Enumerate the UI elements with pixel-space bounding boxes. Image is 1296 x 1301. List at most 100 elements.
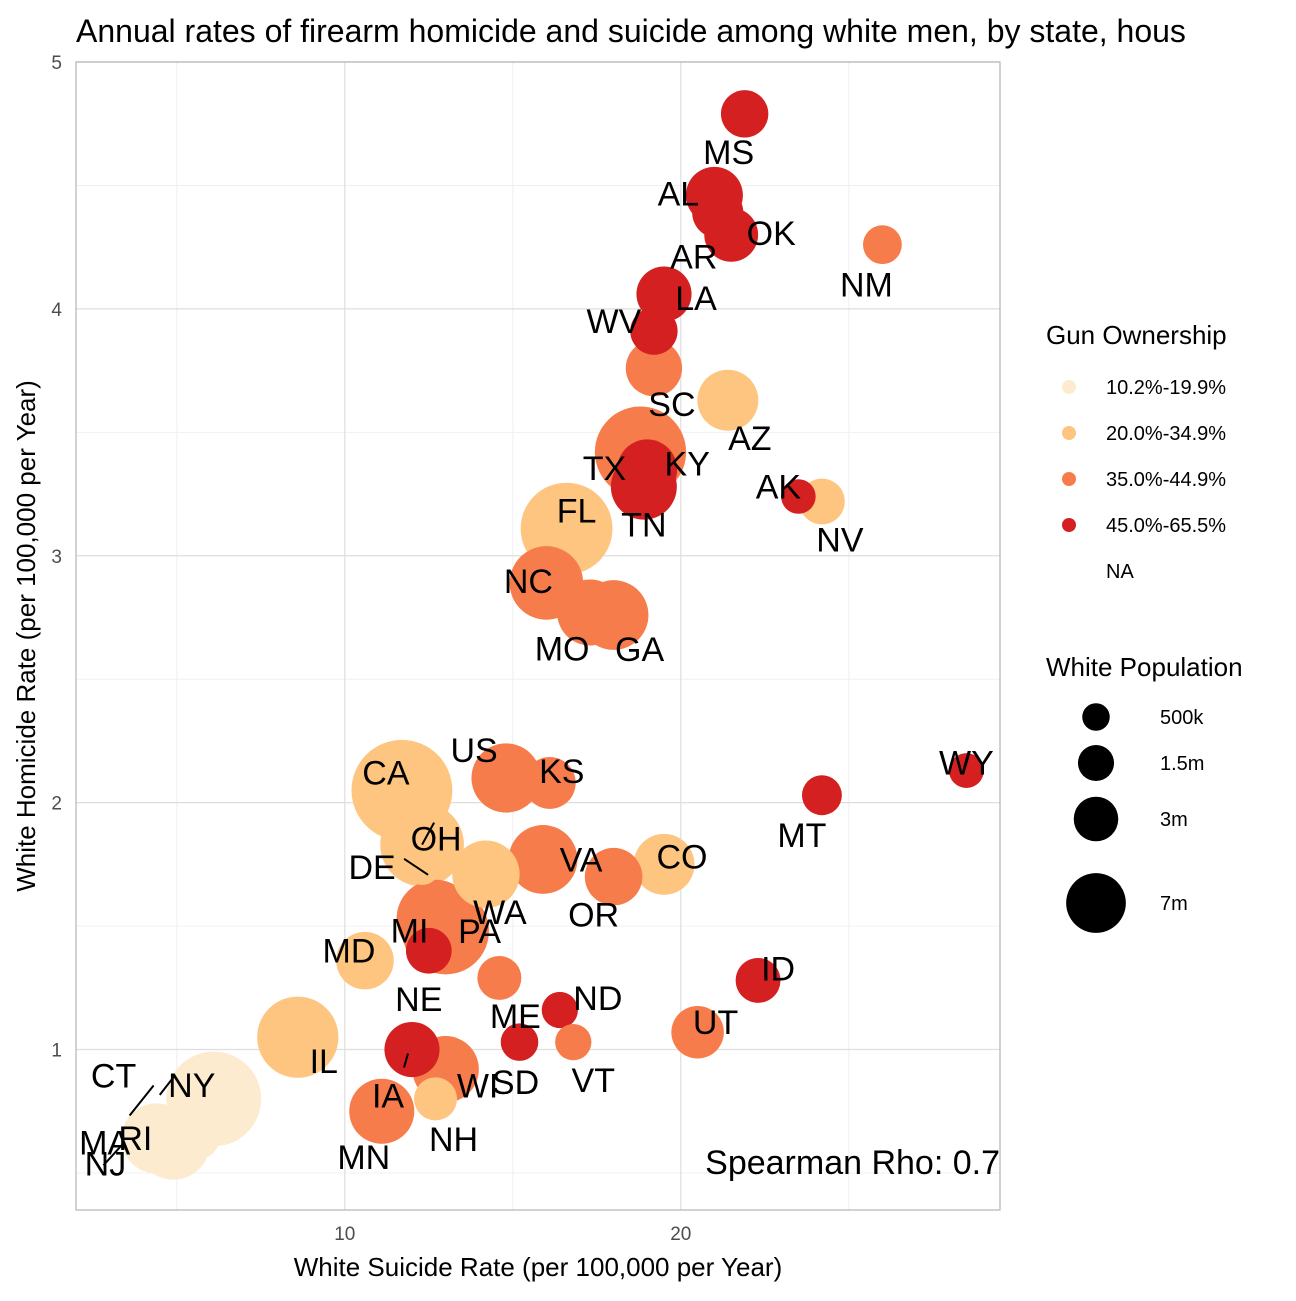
legend-size-label: 7m [1160, 893, 1188, 915]
point-sc [625, 339, 683, 397]
legend-color-key [1062, 518, 1076, 532]
point-label-us: US [450, 732, 497, 770]
point-label-ak: AK [756, 469, 802, 507]
point-label-wv: WV [587, 303, 642, 341]
x-tick-label: 10 [334, 1224, 355, 1245]
point-label-pa: PA [458, 913, 501, 951]
point-label-vt: VT [572, 1062, 615, 1100]
x-axis-title: White Suicide Rate (per 100,000 per Year… [294, 1252, 783, 1282]
leader-line-oh [421, 822, 435, 846]
point-us [471, 743, 541, 813]
point-ri [143, 1120, 184, 1161]
point-nm [863, 225, 902, 265]
point-il [257, 996, 339, 1078]
point-label-ma: MA [79, 1124, 130, 1162]
point-ne [405, 927, 452, 974]
legend-color-title: Gun Ownership [1046, 320, 1227, 350]
legend-color-key [1062, 472, 1076, 486]
legend-color-label: 20.0%-34.9% [1106, 423, 1226, 445]
point-oh [380, 802, 464, 887]
point-mn [349, 1078, 415, 1144]
point-ks [523, 756, 576, 809]
chart-title: Annual rates of firearm homicide and sui… [76, 13, 1186, 49]
point-or [584, 847, 643, 906]
legend-size-title: White Population [1046, 652, 1243, 682]
point-ia [384, 1021, 440, 1078]
point-label-va: VA [560, 841, 603, 879]
point-ut [671, 1005, 724, 1059]
leader-line-nj [102, 1142, 125, 1167]
point-label-or: OR [568, 897, 619, 935]
point-label-al: AL [658, 175, 700, 213]
data-points [121, 90, 984, 1180]
point-label-az: AZ [728, 420, 771, 458]
point-label-de: DE [348, 849, 395, 887]
point-label-ut: UT [693, 1004, 738, 1042]
point-label-ri: RI [118, 1120, 152, 1158]
point-label-il: IL [310, 1043, 338, 1081]
legend-color-label: NA [1106, 561, 1134, 583]
legend-size-key [1066, 873, 1126, 933]
point-me [477, 955, 522, 1000]
y-axis-title: White Homicide Rate (per 100,000 per Yea… [11, 380, 41, 892]
point-label-fl: FL [557, 493, 597, 531]
legend-size-key [1073, 796, 1119, 842]
legend-size-key [1077, 744, 1115, 782]
point-label-ny: NY [168, 1067, 215, 1105]
point-ky [617, 439, 678, 500]
point-label-nv: NV [816, 521, 864, 559]
point-label-nc: NC [504, 563, 553, 601]
legend-size-label: 500k [1160, 707, 1204, 729]
point-wv [630, 307, 678, 355]
legend-white-population: White Population 500k 1.5m 3m 7m [1046, 652, 1243, 933]
point-id [735, 957, 781, 1003]
point-label-wy: WY [939, 745, 994, 783]
y-tick-label: 2 [51, 794, 62, 815]
point-label-ia: IA [372, 1078, 404, 1116]
point-sd [500, 1023, 539, 1061]
point-nd [541, 991, 578, 1029]
point-label-ct: CT [91, 1057, 136, 1095]
leader-line-ia [403, 1053, 409, 1068]
point-label-ky: KY [665, 445, 710, 483]
point-label-wa: WA [473, 894, 527, 932]
legend-color-label: 35.0%-44.9% [1106, 469, 1226, 491]
point-label-nh: NH [429, 1121, 478, 1159]
point-label-me: ME [490, 998, 541, 1036]
y-tick-label: 5 [51, 53, 62, 74]
point-az [697, 369, 759, 431]
point-label-ne: NE [395, 981, 442, 1019]
point-label-co: CO [657, 838, 708, 876]
point-label-ga: GA [615, 631, 664, 669]
label-leader-lines [102, 822, 435, 1167]
point-label-sc: SC [648, 386, 695, 424]
legend-size-label: 3m [1160, 809, 1188, 831]
point-label-mt: MT [777, 817, 826, 855]
point-ak [781, 479, 816, 514]
point-md [336, 931, 394, 990]
legend-color-label: 10.2%-19.9% [1106, 377, 1226, 399]
point-wy [948, 753, 984, 788]
point-label-sd: SD [492, 1064, 539, 1102]
point-label-ks: KS [539, 753, 584, 791]
point-label-ok: OK [747, 215, 796, 253]
legend-gun-ownership: Gun Ownership 10.2%-19.9% 20.0%-34.9% 35.0… [1046, 320, 1227, 583]
point-label-mo: MO [535, 631, 590, 669]
point-co [633, 833, 695, 895]
point-ms [720, 90, 769, 138]
legend-color-label: 45.0%-65.5% [1106, 515, 1226, 537]
point-mt [801, 775, 842, 816]
y-tick-label: 1 [51, 1041, 62, 1062]
x-tick-label: 20 [670, 1224, 691, 1245]
leader-line-ny [158, 1076, 175, 1096]
leader-line-de [403, 858, 429, 876]
point-label-nm: NM [840, 267, 893, 305]
leader-line-ct [128, 1084, 155, 1117]
point-label-la: LA [675, 280, 717, 318]
point-label-id: ID [761, 950, 795, 988]
point-vt [555, 1023, 592, 1061]
point-wa [452, 840, 520, 908]
